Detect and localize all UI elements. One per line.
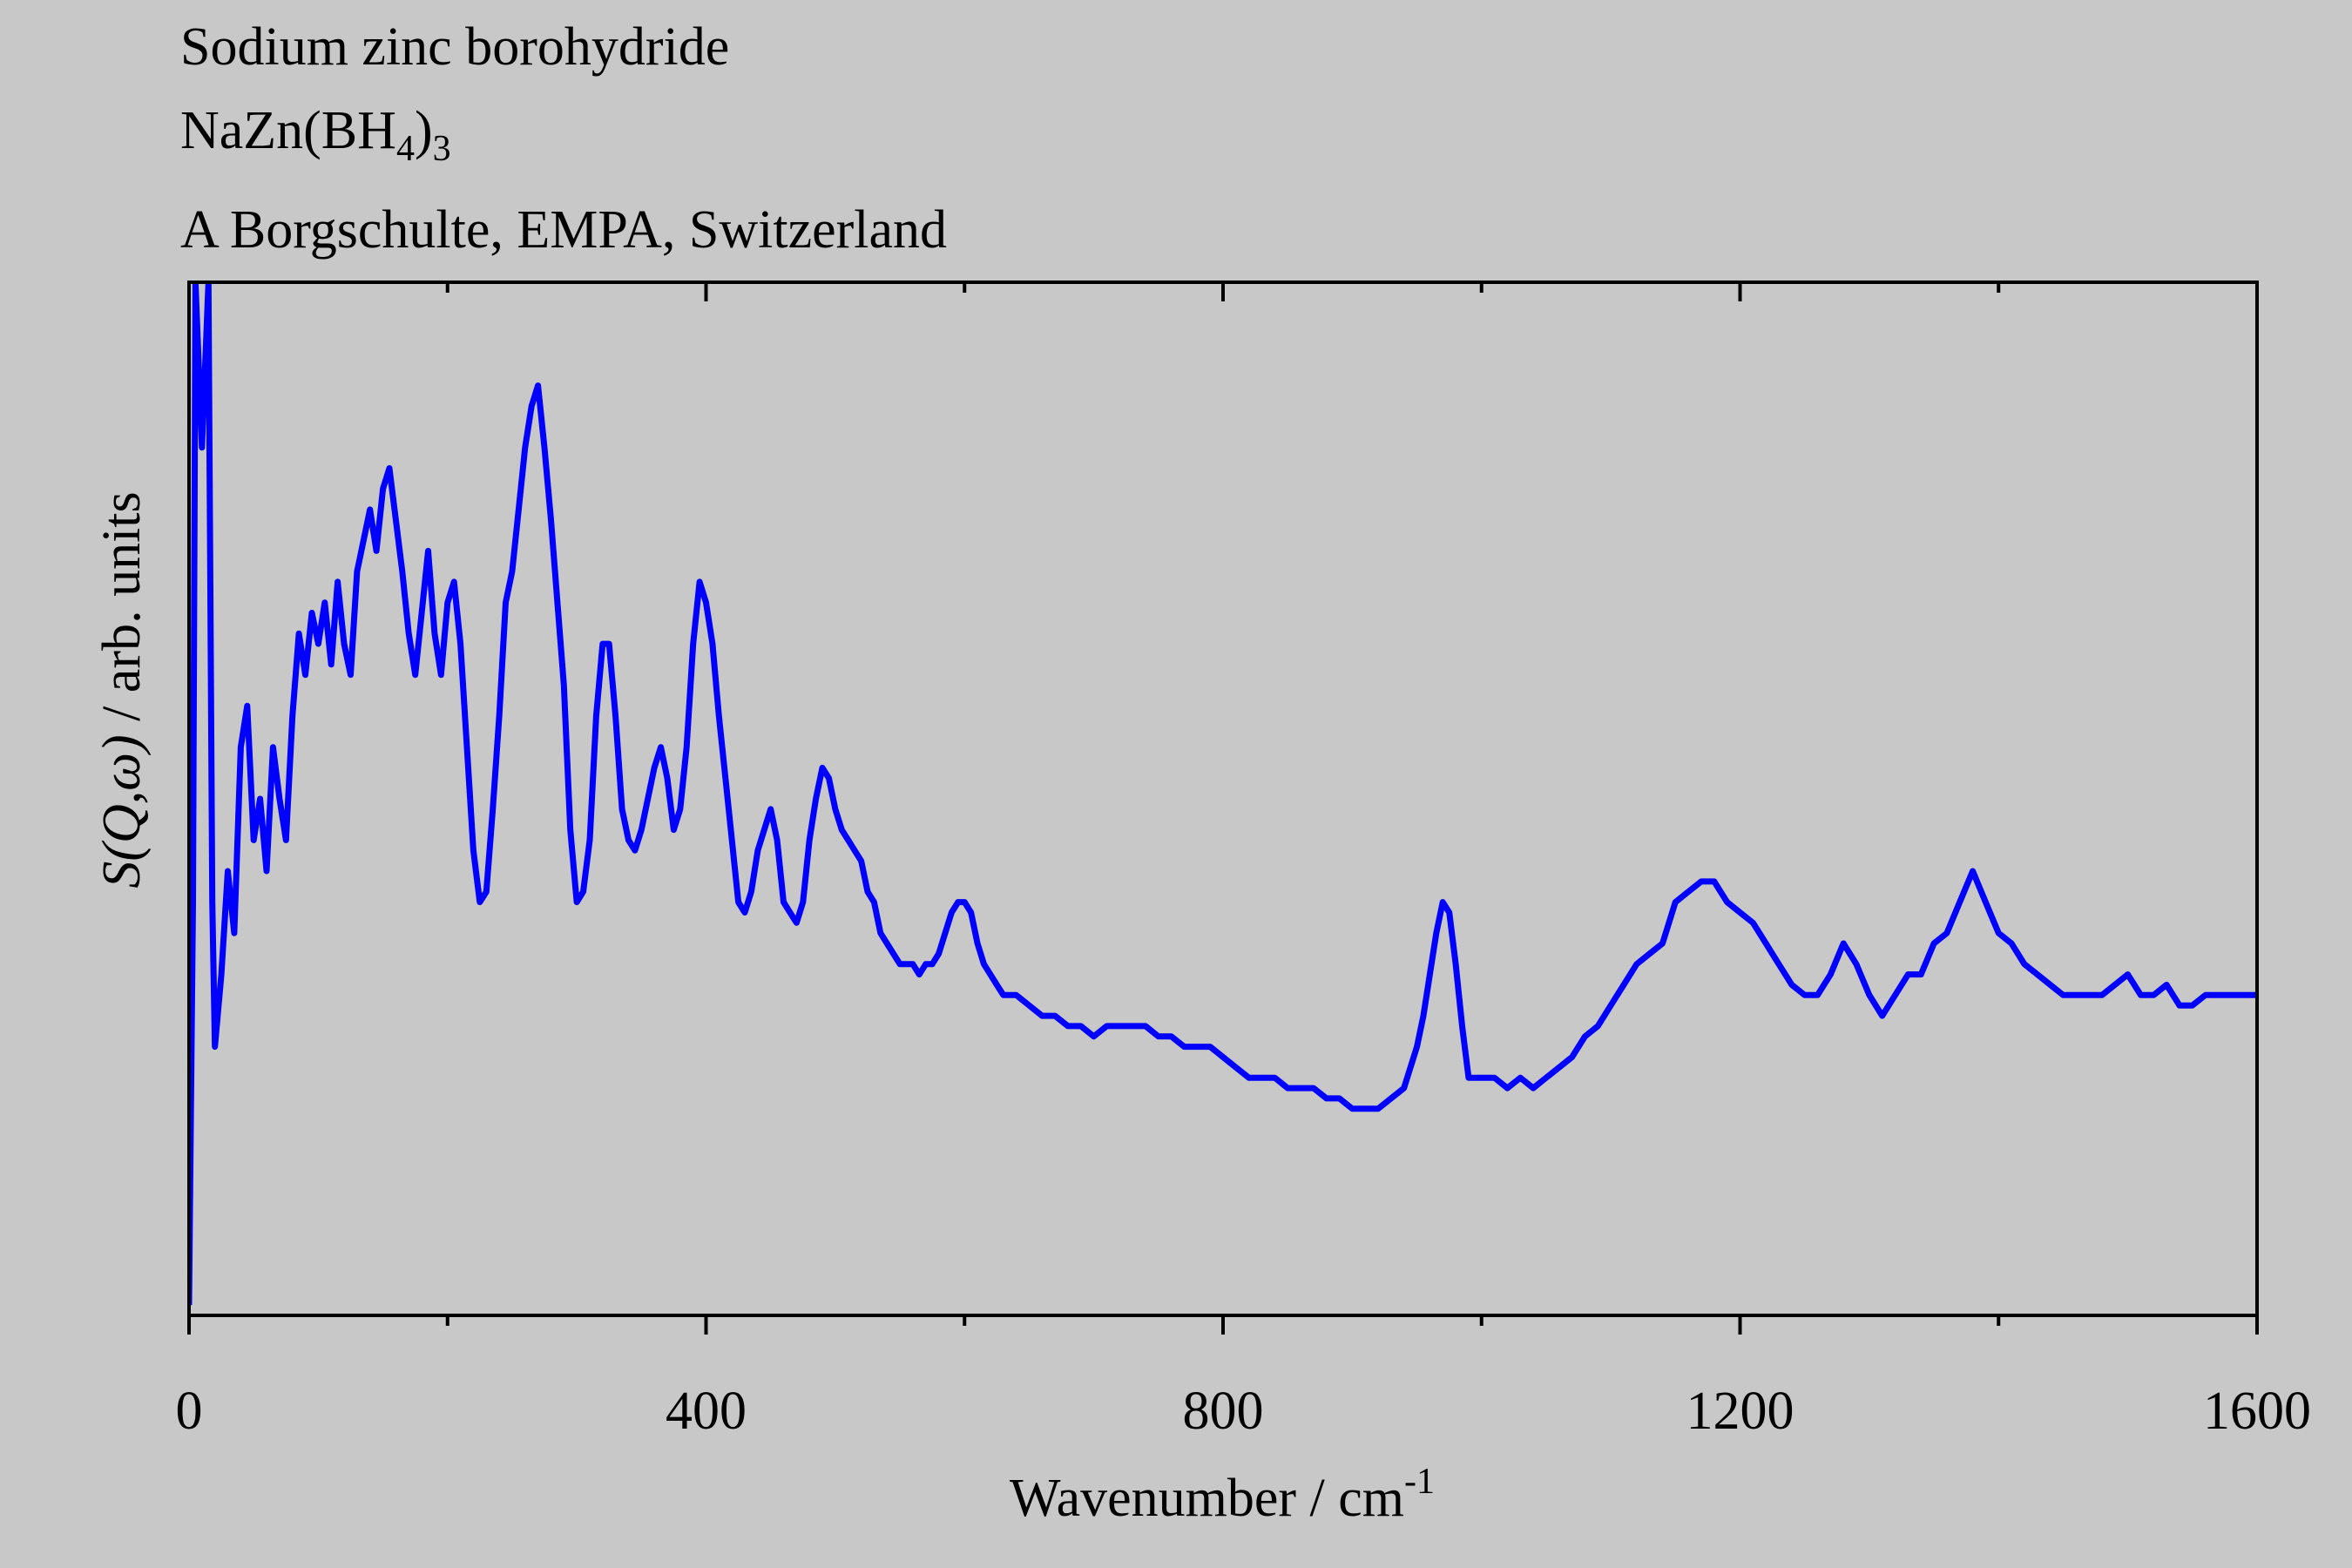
- y-label-symbol: S(Q,ω): [92, 734, 152, 888]
- y-label-text: / arb. units: [92, 491, 152, 734]
- formula-subscript: 4: [396, 129, 415, 169]
- credit: A Borgschulte, EMPA, Switzerland: [180, 200, 947, 260]
- spectrum-line: [189, 282, 2257, 1306]
- x-label-text: Wavenumber / cm: [1010, 1469, 1404, 1528]
- x-axis-label: Wavenumber / cm-1: [1010, 1462, 1435, 1528]
- formula: NaZn(BH4)3: [180, 101, 451, 169]
- formula-part: ): [415, 101, 433, 160]
- formula-subscript: 3: [433, 129, 451, 169]
- x-tick-label: 1200: [1686, 1382, 1794, 1441]
- x-tick-label: 400: [666, 1382, 747, 1441]
- x-tick-label: 800: [1183, 1382, 1264, 1441]
- y-axis-label: S(Q,ω) / arb. units: [92, 491, 152, 888]
- formula-part: NaZn(BH: [180, 101, 396, 160]
- x-tick-label: 0: [176, 1382, 203, 1441]
- x-label-superscript: -1: [1404, 1462, 1435, 1502]
- chart-title: Sodium zinc borohydride: [180, 17, 729, 77]
- x-tick-label: 1600: [2203, 1382, 2311, 1441]
